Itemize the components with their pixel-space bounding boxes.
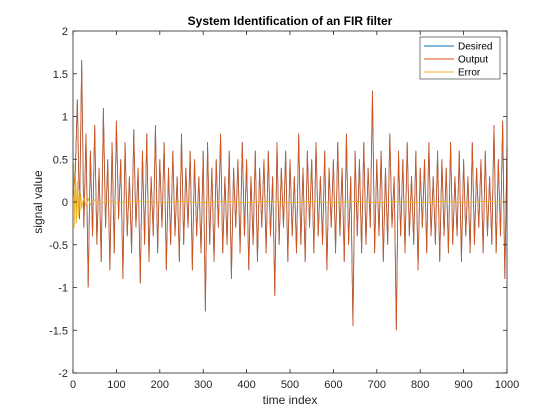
x-tick-label: 1000 [495,379,519,391]
x-axis-label: time index [263,393,318,407]
legend-label-output: Output [458,55,488,66]
series-layer [72,60,508,331]
plot-area [73,31,507,373]
x-tick-label: 400 [237,379,255,391]
y-tick-label: -0.5 [49,240,68,252]
y-tick-label: 1 [62,112,68,124]
y-tick-label: -1 [58,283,68,295]
chart-title: System Identification of an FIR filter [188,14,393,28]
x-tick-label: 100 [107,379,125,391]
legend-label-desired: Desired [458,42,492,53]
x-tick-label: 900 [454,379,472,391]
tick-layer: 0 100 200 300 400 500 600 700 800 900 1000 2 1.5 1 0.5… [49,26,519,391]
legend-label-error: Error [458,68,481,79]
y-tick-label: 2 [62,26,68,38]
x-tick-label: 200 [151,379,169,391]
x-tick-label: 700 [368,379,386,391]
x-tick-label: 500 [281,379,299,391]
x-tick-label: 600 [324,379,342,391]
y-tick-label: 0.5 [53,154,68,166]
x-tick-label: 800 [411,379,429,391]
x-tick-label: 300 [194,379,212,391]
y-tick-label: 0 [62,197,68,209]
y-tick-label: -1.5 [49,325,68,337]
x-tick-label: 0 [70,379,76,391]
y-axis-label: signal value [31,170,45,234]
y-tick-label: 1.5 [53,69,68,81]
y-tick-label: -2 [58,368,68,380]
legend: Desired Output Error [419,36,501,80]
series-line-error [72,163,508,228]
series-line-output [72,60,508,331]
